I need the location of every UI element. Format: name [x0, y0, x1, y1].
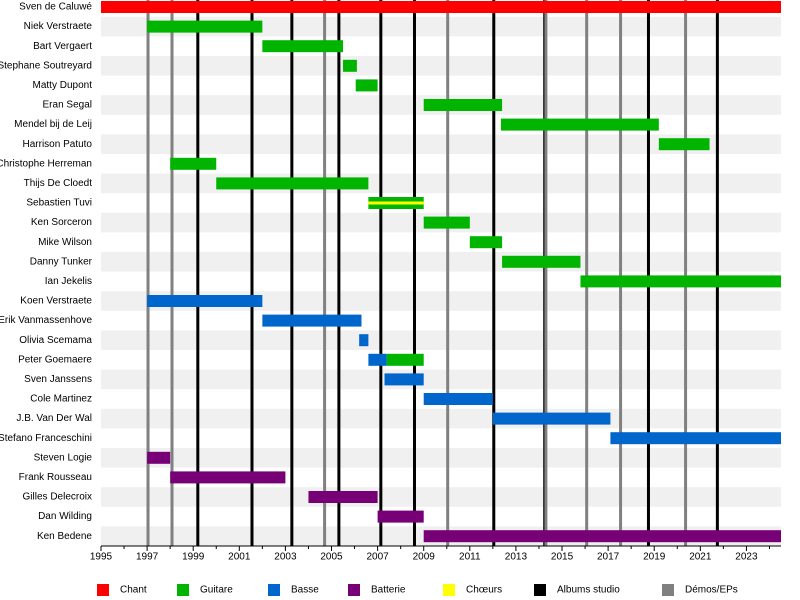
bar	[308, 491, 378, 503]
legend-label: Guitare	[200, 585, 233, 596]
member-label: Matty Dupont	[33, 80, 93, 91]
legend-label: Chœurs	[466, 585, 502, 596]
bar	[384, 373, 424, 386]
member-label: Stefano Franceschini	[0, 433, 92, 444]
member-label: Harrison Patuto	[23, 139, 93, 150]
member-label: Mike Wilson	[38, 237, 92, 248]
legend-swatch	[348, 584, 360, 596]
bar	[170, 471, 286, 484]
x-tick-label: 2009	[413, 552, 436, 563]
bar	[262, 314, 362, 327]
bar	[147, 451, 171, 464]
legend-swatch	[443, 584, 455, 596]
legend-label: Batterie	[371, 585, 406, 596]
legend-swatch	[268, 584, 280, 596]
member-label: J.B. Van Der Wal	[16, 413, 92, 424]
member-label: Sven Janssens	[24, 374, 92, 385]
bar	[610, 432, 781, 445]
bar	[658, 138, 710, 151]
x-tick-label: 2017	[597, 552, 620, 563]
x-tick-label: 1999	[182, 552, 205, 563]
x-tick-label: 2001	[228, 552, 251, 563]
member-label: Cole Martinez	[30, 394, 92, 405]
bar	[423, 530, 781, 543]
member-label: Danny Tunker	[30, 256, 93, 267]
legend-label: Démos/EPs	[685, 585, 738, 596]
x-tick-label: 1997	[136, 552, 159, 563]
bar	[170, 157, 217, 170]
legend-label: Chant	[120, 585, 147, 596]
member-label: Gilles Delecroix	[23, 492, 92, 503]
member-label: Bart Vergaert	[33, 41, 92, 52]
x-tick-label: 2021	[689, 552, 712, 563]
bar	[423, 99, 503, 111]
x-tick-label: 2013	[505, 552, 528, 563]
x-tick-label: 2003	[274, 552, 297, 563]
bar	[343, 59, 357, 72]
bar	[423, 216, 470, 229]
x-tick-label: 2015	[551, 552, 574, 563]
member-label: Dan Wilding	[38, 511, 92, 522]
member-label: Erik Vanmassenhove	[0, 315, 92, 326]
member-label: Koen Verstraete	[20, 296, 92, 307]
legend-swatch	[662, 584, 674, 596]
member-label: Sebastien Tuvi	[26, 198, 92, 209]
x-tick-label: 2011	[459, 552, 481, 563]
member-label: Steven Logie	[34, 452, 93, 463]
member-label: Stephane Soutreyard	[0, 60, 92, 71]
bar	[500, 118, 659, 131]
member-label: Ian Jekelis	[45, 276, 92, 287]
row-stripe	[101, 16, 781, 37]
legend-swatch	[177, 584, 189, 596]
bar	[147, 295, 263, 307]
x-tick-label: 2019	[643, 552, 666, 563]
bar	[216, 177, 369, 190]
bar	[147, 20, 263, 33]
x-tick-label: 2005	[320, 552, 343, 563]
legend-swatch	[97, 584, 109, 596]
bar	[423, 393, 493, 405]
bar	[386, 353, 424, 366]
member-label: Christophe Herreman	[0, 158, 92, 169]
x-tick-label: 2023	[735, 552, 758, 563]
row-stripe	[101, 134, 781, 154]
row-stripe	[101, 291, 781, 311]
row-stripe	[101, 173, 781, 194]
member-label: Ken Bedene	[37, 531, 92, 542]
row-stripe	[101, 448, 781, 468]
bar	[368, 201, 424, 205]
member-label: Eran Segal	[43, 100, 92, 111]
member-label: Niek Verstraete	[24, 21, 93, 32]
row-stripe	[101, 487, 781, 507]
bar	[502, 255, 581, 268]
bar	[377, 510, 424, 523]
bar	[580, 275, 781, 288]
member-label: Peter Goemaere	[18, 354, 92, 365]
legend-label: Basse	[291, 585, 319, 596]
row-stripe	[101, 369, 781, 390]
x-tick-label: 1995	[90, 552, 113, 563]
member-label: Olivia Scemama	[19, 335, 92, 346]
row-stripe	[101, 56, 781, 76]
member-label: Ken Sorceron	[31, 217, 92, 228]
member-label: Frank Rousseau	[19, 472, 92, 483]
bar	[368, 353, 387, 366]
row-stripe	[101, 408, 781, 429]
bar	[492, 412, 611, 425]
row-stripe	[101, 330, 781, 350]
bar	[359, 334, 369, 347]
bar	[101, 1, 781, 13]
x-tick-label: 2007	[366, 552, 389, 563]
member-label: Thijs De Cloedt	[24, 178, 93, 189]
bar	[262, 40, 344, 53]
member-label: Mendel bij de Leij	[14, 119, 92, 130]
legend-swatch	[534, 584, 546, 596]
bar	[469, 236, 503, 249]
bar	[355, 79, 378, 92]
legend-label: Albums studio	[557, 585, 620, 596]
row-stripe	[101, 252, 781, 272]
member-label: Sven de Caluwé	[19, 2, 92, 13]
